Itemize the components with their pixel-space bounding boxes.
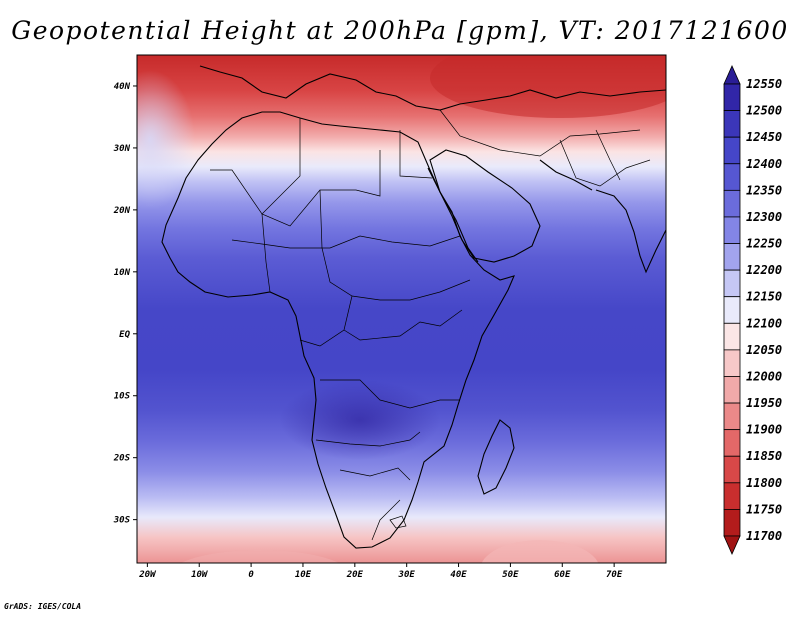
lon-tick-label: 50E xyxy=(502,570,519,580)
colorbar-swatch xyxy=(723,455,741,484)
arabia-coastline xyxy=(429,149,541,263)
map-frame xyxy=(136,54,667,564)
colorbar-label: 12450 xyxy=(746,130,782,144)
height-field xyxy=(137,55,666,563)
colorbar-label: 11900 xyxy=(746,423,782,437)
colorbar-swatch xyxy=(723,136,741,165)
lat-tick-label: 10N xyxy=(114,268,131,278)
colorbar-swatch xyxy=(723,83,741,111)
lat-tick-label: 20S xyxy=(113,454,131,464)
lon-tick-label: 10W xyxy=(191,570,209,580)
colorbar-label: 12100 xyxy=(746,316,782,330)
colorbar-label: 12550 xyxy=(746,77,782,91)
lon-tick-label: 60E xyxy=(554,570,571,580)
lon-tick-label: 20W xyxy=(138,570,157,580)
colorbar-swatch xyxy=(723,110,741,138)
colorbar-swatch xyxy=(723,349,741,377)
colorbar-swatch xyxy=(723,429,741,457)
colorbar-swatch xyxy=(723,216,741,244)
colorbar-label: 12400 xyxy=(746,157,782,171)
coastlines xyxy=(161,65,666,549)
lat-tick-label: 30S xyxy=(113,516,131,526)
colorbar-label: 11950 xyxy=(746,396,782,410)
colorbar-label: 12000 xyxy=(746,369,782,383)
colorbar: 12550 12500 12450 12400 12350 12300 12250 12200… xyxy=(723,65,782,555)
colorbar-cap-top xyxy=(723,65,741,85)
lon-tick-label: 20E xyxy=(346,570,364,580)
madagascar-coastline xyxy=(477,419,515,495)
africa-coastline xyxy=(161,111,515,549)
colorbar-label: 11800 xyxy=(746,476,782,490)
lat-tick-label: 10S xyxy=(114,392,131,402)
lon-tick-label: 70E xyxy=(606,570,623,580)
colorbar-swatch xyxy=(723,482,741,510)
colorbar-label: 12300 xyxy=(746,210,782,224)
red-sea xyxy=(427,167,479,263)
europe-coastline xyxy=(199,65,666,111)
lat-tick-label: 30N xyxy=(113,144,131,154)
country-borders xyxy=(210,109,651,541)
lon-tick-label: 30E xyxy=(398,570,416,580)
colorbar-swatch xyxy=(723,269,741,298)
colorbar-swatch xyxy=(723,189,741,218)
latitude-axis: 40N 30N 20N 10N EQ 10S 20S 30S xyxy=(113,82,137,526)
colorbar-label: 12050 xyxy=(746,343,782,357)
colorbar-swatch xyxy=(723,322,741,351)
colorbar-label: 11750 xyxy=(746,502,782,516)
colorbar-swatch xyxy=(723,402,741,431)
colorbar-label: 12150 xyxy=(746,290,782,304)
lon-tick-label: 0 xyxy=(248,570,254,580)
lat-tick-label: 20N xyxy=(113,206,131,216)
colorbar-label: 12250 xyxy=(746,237,782,251)
lat-tick-label: EQ xyxy=(119,330,130,340)
colorbar-label: 12500 xyxy=(746,104,782,118)
longitude-axis: 20W 10W 0 10E 20E 30E 40E 50E 60E 70E xyxy=(138,563,623,580)
grads-credit: GrADS: IGES/COLA xyxy=(4,602,82,611)
lon-tick-label: 10E xyxy=(295,570,312,580)
colorbar-label: 11700 xyxy=(746,529,782,543)
colorbar-swatch xyxy=(723,296,741,324)
colorbar-swatch xyxy=(723,509,741,537)
colorbar-swatch xyxy=(723,243,741,271)
colorbar-swatch xyxy=(723,376,741,404)
india-coastline xyxy=(595,189,666,274)
colorbar-label: 12200 xyxy=(746,263,782,277)
colorbar-label: 11850 xyxy=(746,449,782,463)
lat-tick-label: 40N xyxy=(114,82,131,92)
colorbar-cap-bottom xyxy=(723,535,741,555)
gulf-coastline xyxy=(539,159,593,191)
colorbar-swatch xyxy=(723,163,741,191)
colorbar-label: 12350 xyxy=(746,183,782,197)
lon-tick-label: 40E xyxy=(450,570,467,580)
plot-title: Geopotential Height at 200hPa [gpm], VT:… xyxy=(11,16,789,45)
